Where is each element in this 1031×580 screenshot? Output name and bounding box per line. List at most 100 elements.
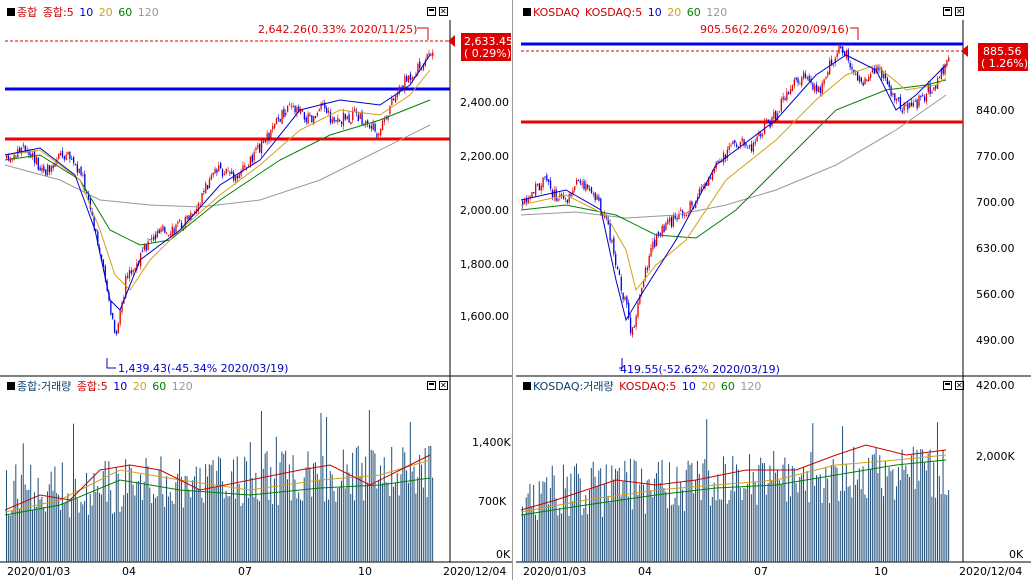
- volume-bar: [138, 480, 140, 562]
- volume-bar: [868, 457, 870, 562]
- volume-bar: [218, 456, 220, 562]
- minimize-button[interactable]: [943, 7, 952, 16]
- volume-bar: [670, 505, 672, 562]
- candle-body: [922, 95, 924, 97]
- volume-bar: [886, 476, 888, 562]
- volume-bar: [944, 494, 946, 562]
- candle-body: [160, 228, 162, 233]
- volume-bar: [136, 481, 138, 562]
- close-button[interactable]: [439, 7, 448, 16]
- minimize-button[interactable]: [427, 7, 436, 16]
- kospi-chart-canvas[interactable]: 2,400.00 2,200.00 2,000.00 1,800.00 1,60…: [0, 0, 513, 580]
- candle-body: [266, 133, 268, 142]
- volume-bar: [153, 493, 155, 562]
- volume-bar: [540, 493, 542, 562]
- volume-bar: [212, 460, 214, 562]
- minimize-button[interactable]: [943, 381, 952, 390]
- volume-bar: [322, 456, 324, 562]
- volume-bar: [611, 465, 613, 562]
- candle-body: [394, 95, 397, 103]
- volume-bar: [551, 465, 553, 562]
- candle-body: [574, 186, 576, 191]
- volume-bar: [858, 468, 860, 562]
- candle-body: [562, 195, 565, 199]
- volume-bar: [702, 463, 704, 562]
- volume-bar: [680, 481, 682, 562]
- volume-bar: [389, 495, 391, 562]
- x-axis-label: 07: [754, 565, 768, 578]
- candle-body: [340, 121, 343, 125]
- volume-bar: [339, 487, 341, 562]
- candle-body: [353, 108, 356, 111]
- candle-body: [290, 105, 293, 107]
- candle-body: [767, 119, 769, 123]
- candle-body: [661, 225, 663, 237]
- candle-body: [888, 81, 890, 87]
- candle-body: [613, 237, 615, 254]
- volume-bar: [69, 517, 71, 562]
- close-button[interactable]: [439, 381, 448, 390]
- candle-body: [348, 114, 350, 123]
- volume-bar: [145, 458, 147, 562]
- volume-bar: [644, 513, 646, 562]
- legend-item: 종합:거래량: [17, 380, 72, 393]
- volume-bar: [588, 489, 590, 562]
- candle-body: [531, 192, 533, 197]
- volume-bar: [89, 494, 91, 562]
- candle-body: [24, 145, 26, 153]
- volume-bar: [553, 475, 555, 562]
- price-tick: 840.00: [976, 104, 1015, 117]
- volume-bar: [922, 449, 924, 562]
- minimize-button[interactable]: [427, 381, 436, 390]
- candle-body: [180, 222, 183, 230]
- volume-bar: [396, 473, 398, 562]
- candle-body: [840, 46, 842, 49]
- candle-body: [830, 59, 833, 64]
- volume-bar: [344, 488, 346, 562]
- volume-bar: [238, 484, 240, 562]
- volume-bar: [303, 477, 305, 562]
- candle-body: [84, 173, 86, 192]
- candle-body: [801, 77, 803, 86]
- volume-bar: [765, 494, 767, 562]
- candle-body: [119, 310, 121, 325]
- volume-bar: [936, 422, 938, 562]
- candle-body: [221, 169, 224, 177]
- candle-body: [535, 183, 537, 196]
- volume-bar: [559, 507, 561, 562]
- volume-bar: [722, 456, 724, 562]
- candle-body: [154, 234, 157, 240]
- volume-bar: [305, 467, 307, 562]
- candle-body: [292, 105, 294, 107]
- low-annotation: 419.55(-52.62% 2020/03/19): [620, 363, 780, 376]
- candle-body: [89, 198, 92, 210]
- close-button[interactable]: [955, 7, 964, 16]
- candle-body: [836, 53, 838, 57]
- volume-bar: [195, 466, 197, 562]
- candle-body: [63, 156, 65, 160]
- candle-body: [125, 276, 127, 298]
- candle-body: [238, 173, 240, 179]
- volume-bar: [370, 449, 372, 562]
- candle-body: [273, 123, 276, 128]
- volume-bar: [546, 477, 548, 562]
- volume-tick: 2,000K: [976, 450, 1015, 463]
- legend-item: 20: [98, 6, 113, 19]
- candle-body: [46, 164, 49, 176]
- candle-body: [860, 77, 862, 82]
- candle-body: [372, 122, 374, 130]
- volume-bar: [713, 482, 715, 562]
- volume-bar: [888, 467, 890, 562]
- volume-bar: [676, 466, 678, 562]
- candle-body: [205, 183, 207, 193]
- candle-body: [587, 184, 589, 189]
- x-axis-label: 2020/12/04: [959, 565, 1022, 578]
- volume-bar: [119, 511, 121, 562]
- candle-body: [201, 193, 203, 204]
- candle-body: [728, 146, 730, 150]
- kosdaq-chart-canvas[interactable]: 840.00 770.00 700.00 630.00 560.00 490.0…: [516, 0, 1031, 580]
- volume-bar: [525, 497, 527, 562]
- candle-body: [67, 151, 69, 155]
- volume-bar: [208, 464, 210, 562]
- volume-bar: [631, 509, 633, 562]
